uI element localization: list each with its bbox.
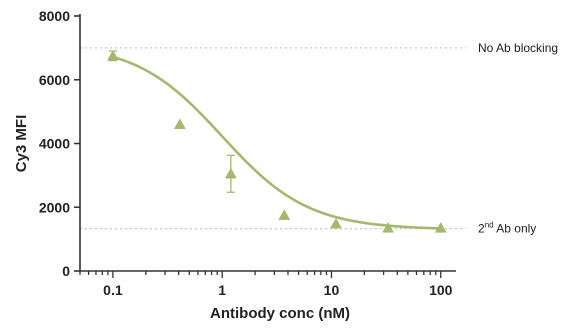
y-tick-label: 2000 — [39, 199, 70, 215]
y-axis-title: Cy3 MFI — [13, 115, 30, 173]
y-axis-ticks: 0 2000 4000 6000 8000 — [39, 8, 80, 279]
data-markers — [106, 49, 447, 233]
reference-label-2nd-rest: Ab only — [494, 222, 537, 236]
y-tick-label: 8000 — [39, 8, 70, 24]
x-tick-label: 1 — [218, 282, 226, 298]
x-tick-label: 100 — [429, 282, 453, 298]
reference-lines: No Ab blocking 2nd Ab only — [80, 41, 558, 236]
error-bars — [108, 50, 235, 193]
data-point-marker — [224, 167, 237, 179]
y-tick-label: 6000 — [39, 72, 70, 88]
data-series — [106, 49, 447, 233]
reference-label-no-ab-blocking: No Ab blocking — [478, 41, 558, 55]
data-point-marker — [382, 221, 395, 233]
data-point-marker — [278, 209, 291, 220]
x-tick-label: 0.1 — [103, 282, 123, 298]
x-axis-ticks: 0.1 1 10 100 — [79, 271, 453, 298]
fit-curve — [111, 55, 443, 230]
data-point-marker — [434, 221, 447, 233]
x-tick-label: 10 — [324, 282, 340, 298]
reference-label-2nd-number: 2 — [478, 222, 485, 236]
data-point-marker — [173, 118, 186, 130]
reference-label-2nd-ab-only: 2nd Ab only — [478, 221, 536, 236]
data-point-marker — [106, 49, 119, 61]
x-axis-title: Antibody conc (nM) — [210, 305, 350, 322]
reference-label-2nd-superscript: nd — [485, 221, 494, 230]
axes: 0 2000 4000 6000 8000 0.1 1 10 100 — [39, 8, 456, 298]
y-tick-label: 4000 — [39, 136, 70, 152]
y-tick-label: 0 — [62, 263, 70, 279]
data-point-marker — [330, 217, 342, 229]
